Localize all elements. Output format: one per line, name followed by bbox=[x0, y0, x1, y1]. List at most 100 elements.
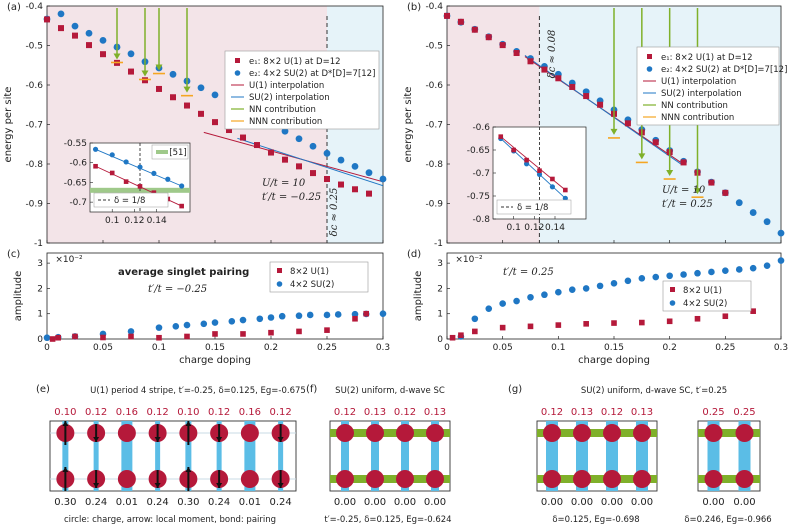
u1-data-point bbox=[226, 127, 232, 134]
u1-data-point bbox=[527, 323, 534, 330]
nn-arrow-head bbox=[141, 70, 149, 77]
inset-x-tick-label: 0.1 bbox=[507, 223, 521, 233]
site-moment-value: 0.00 bbox=[334, 497, 356, 508]
lattice-title-g: SU(2) uniform, d-wave SC, t′=0.25 bbox=[581, 386, 727, 396]
inset-ref-legend-box bbox=[151, 144, 189, 160]
y-tick-label: -0.4 bbox=[25, 2, 43, 12]
legend-entry: 4×2 SU(2) bbox=[683, 299, 727, 309]
site-moment-value: 0.00 bbox=[702, 497, 724, 508]
param-tprime-label: t′/t = −0.25 bbox=[148, 284, 207, 295]
u1-data-point bbox=[296, 328, 302, 335]
legend-entry: NNN contribution bbox=[661, 113, 734, 123]
legend-entry: NNN contribution bbox=[249, 117, 322, 127]
site-moment-value: 0.00 bbox=[394, 497, 416, 508]
moment-arrow-head bbox=[185, 467, 192, 472]
su2-data-point bbox=[763, 218, 771, 226]
u1-data-point bbox=[310, 170, 316, 177]
su2-data-point bbox=[652, 273, 660, 281]
u1-data-point bbox=[513, 50, 520, 57]
u1-data-point bbox=[254, 142, 260, 149]
inset-u1-point bbox=[563, 187, 568, 193]
site-moment-value: 0.00 bbox=[601, 497, 623, 508]
site-moment-value: 0.00 bbox=[631, 497, 653, 508]
su2-data-point bbox=[334, 311, 342, 318]
u1-data-point bbox=[352, 186, 358, 193]
vertical-pairing-bond bbox=[278, 421, 284, 491]
u1-data-point bbox=[170, 94, 176, 101]
panel-label: (b) bbox=[407, 2, 421, 13]
inset-y-tick-label: -0.6 bbox=[472, 123, 490, 133]
param-tprime-label: t′/t = −0.25 bbox=[262, 192, 321, 203]
legend-u1-marker bbox=[235, 58, 240, 63]
nn-arrow-head bbox=[638, 153, 646, 160]
inset-y-tick-label: -0.65 bbox=[64, 178, 87, 188]
u1-data-point bbox=[55, 334, 61, 341]
y-tick-label: 1 bbox=[437, 310, 443, 320]
su2-interpolation-line bbox=[524, 54, 682, 165]
su2-data-point bbox=[256, 315, 264, 323]
inset-u1-point bbox=[550, 176, 555, 182]
y-axis-label: amplitude bbox=[413, 271, 424, 322]
inset-x-tick-label: 0.12 bbox=[124, 216, 144, 226]
u1-data-point bbox=[569, 83, 576, 90]
x-tick-label: 0.3 bbox=[376, 343, 390, 353]
site-charge-value: 0.12 bbox=[208, 407, 230, 418]
u1-data-point bbox=[499, 324, 506, 331]
su2-data-point bbox=[379, 310, 387, 318]
legend-entry: 4×2 SU(2) bbox=[290, 280, 334, 290]
x-tick-label: 0.15 bbox=[205, 343, 225, 353]
nn-arrow-head bbox=[113, 53, 121, 60]
u1-data-point bbox=[527, 58, 534, 65]
u1-data-point bbox=[471, 26, 478, 33]
y-axis-label: energy per site bbox=[403, 87, 414, 163]
legend-su2-marker bbox=[234, 70, 241, 76]
horizontal-pairing-bond bbox=[537, 475, 657, 483]
su2-data-point bbox=[365, 169, 373, 177]
inset-y-tick-label: -0.6 bbox=[69, 159, 87, 169]
moment-arrow-head bbox=[154, 483, 161, 488]
su2-data-point bbox=[582, 285, 590, 292]
legend-entry: e₁: 8×2 U(1) at D=12 bbox=[661, 53, 753, 63]
inset-x-tick-label: 0.14 bbox=[147, 216, 167, 226]
u1-data-point bbox=[352, 315, 358, 322]
inset-delta-legend-box bbox=[496, 199, 572, 215]
y-tick-label: -0.5 bbox=[425, 42, 443, 52]
inset-delta-legend-box bbox=[93, 192, 169, 208]
y-tick-label: -0.5 bbox=[25, 42, 43, 52]
charge-circle bbox=[336, 470, 354, 488]
vertical-pairing-bond bbox=[431, 421, 439, 491]
site-moment-value: 0.24 bbox=[269, 497, 291, 508]
charge-circle bbox=[573, 424, 591, 442]
charge-circle bbox=[735, 470, 754, 488]
param-tprime-label: t′/t = 0.25 bbox=[503, 267, 554, 278]
inset-u1-point bbox=[511, 147, 516, 153]
u1-data-point bbox=[324, 176, 330, 183]
legend-u1-marker bbox=[647, 54, 652, 59]
charge-circle bbox=[603, 424, 621, 442]
su2-data-point bbox=[749, 264, 757, 272]
u1-data-point bbox=[458, 332, 464, 339]
charge-circle bbox=[117, 470, 136, 488]
x-tick-label: 0 bbox=[44, 343, 50, 353]
inset-u1-point bbox=[179, 203, 184, 209]
inset-u1-point bbox=[137, 184, 143, 189]
legend-entry: 8×2 U(1) bbox=[683, 286, 722, 296]
u1-data-point bbox=[541, 66, 548, 73]
su2-data-point bbox=[638, 274, 646, 282]
u1-data-point bbox=[86, 42, 92, 49]
site-charge-value: 0.16 bbox=[116, 407, 138, 418]
legend-entry: NN contribution bbox=[249, 105, 316, 115]
site-charge-value: 0.12 bbox=[334, 407, 356, 418]
legend-su2-marker bbox=[669, 300, 676, 306]
inset-x-tick-label: 0.12 bbox=[524, 223, 544, 233]
legend-entry: SU(2) interpolation bbox=[249, 93, 330, 103]
moment-arrow-head bbox=[62, 467, 69, 472]
su2-data-point bbox=[499, 300, 506, 307]
su2-data-point bbox=[624, 277, 632, 285]
lattice-caption-g-right: δ=0.246, Eg=-0.966 bbox=[684, 515, 771, 524]
site-moment-value: 0.00 bbox=[364, 497, 386, 508]
legend-box bbox=[269, 261, 369, 293]
inset-y-tick-label: -0.8 bbox=[472, 215, 490, 225]
legend-su2-marker bbox=[646, 66, 653, 72]
u1-data-point bbox=[457, 18, 464, 25]
